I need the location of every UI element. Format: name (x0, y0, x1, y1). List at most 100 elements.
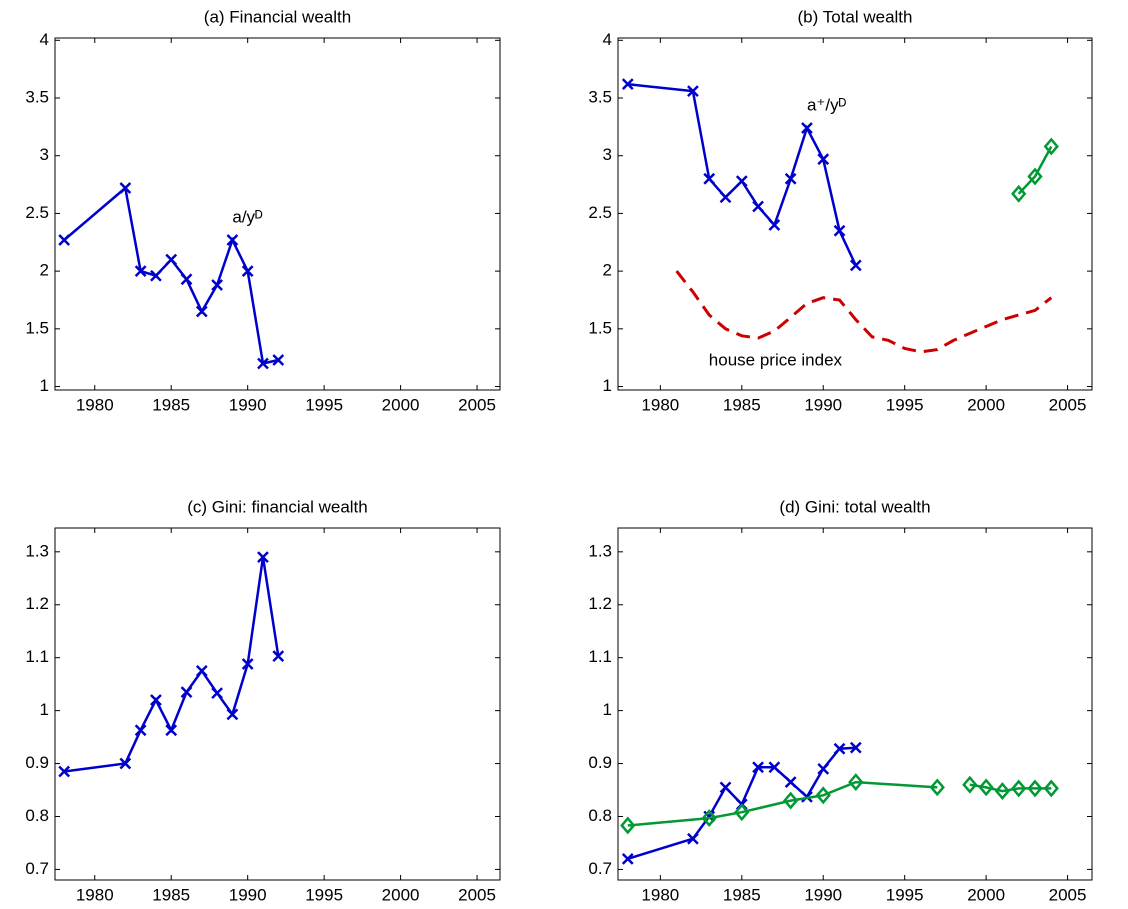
point-marker (241, 658, 254, 670)
point-marker (962, 775, 978, 794)
point-marker (241, 265, 254, 278)
x-tick-label: 1995 (305, 885, 343, 904)
x-tick-label: 2005 (458, 885, 496, 904)
point-marker (119, 757, 132, 770)
point-marker (849, 741, 862, 754)
y-tick-label: 0.9 (588, 753, 612, 772)
y-tick-label: 2 (40, 261, 49, 280)
point-marker (150, 694, 162, 706)
point-marker (768, 761, 781, 774)
point-marker (620, 816, 636, 835)
y-tick-label: 4 (40, 30, 49, 49)
annotation: a⁺/yᴰ (807, 96, 847, 115)
point-marker (701, 809, 717, 827)
axes-frame (54, 527, 501, 881)
point-marker (211, 687, 223, 700)
panel-title: (d) Gini: total wealth (779, 497, 930, 516)
point-marker (621, 852, 634, 865)
x-tick-label: 1980 (641, 395, 679, 414)
series-line (627, 780, 1052, 827)
x-tick-label: 1990 (229, 885, 267, 904)
point-marker (226, 234, 239, 246)
x-tick-label: 1990 (229, 395, 267, 414)
point-marker (195, 665, 208, 677)
series-line (675, 270, 1053, 354)
annotation: house price index (709, 351, 843, 370)
point-marker (180, 686, 193, 698)
annotation: a/yᴰ (232, 207, 263, 226)
point-marker (687, 85, 699, 97)
point-marker (195, 305, 208, 318)
y-tick-label: 3.5 (25, 87, 49, 106)
point-marker (1027, 779, 1043, 798)
x-tick-label: 1985 (152, 885, 190, 904)
point-marker (848, 773, 864, 791)
point-marker (735, 175, 748, 187)
y-tick-label: 1 (603, 700, 612, 719)
point-marker (719, 781, 732, 794)
panel-title: (c) Gini: financial wealth (187, 497, 367, 516)
point-marker (1043, 137, 1059, 156)
x-tick-label: 1995 (305, 395, 343, 414)
x-tick-label: 2000 (967, 395, 1005, 414)
y-tick-label: 2.5 (25, 203, 49, 222)
point-marker (257, 551, 269, 563)
point-marker (165, 724, 178, 737)
point-marker (768, 219, 781, 231)
point-marker (165, 253, 178, 266)
panel: (c) Gini: financial wealth 0.7 0.8 0.9 1 1.1 1… (25, 497, 501, 904)
x-tick-label: 1995 (886, 885, 924, 904)
point-marker (1027, 167, 1043, 186)
panel: (b) Total wealth 1 1.5 2 2.5 3 3.5 4 1980 1985 199… (588, 7, 1093, 414)
point-marker (150, 269, 162, 282)
x-tick-label: 1980 (76, 885, 114, 904)
y-tick-label: 1.3 (25, 541, 49, 560)
x-tick-label: 2000 (967, 885, 1005, 904)
x-tick-label: 2000 (382, 395, 420, 414)
point-marker (1011, 779, 1027, 798)
point-marker (687, 832, 699, 845)
y-tick-label: 0.7 (25, 859, 49, 878)
x-tick-label: 2005 (1049, 395, 1087, 414)
point-marker (272, 650, 285, 662)
x-tick-label: 1990 (804, 885, 842, 904)
point-marker (58, 234, 71, 246)
y-tick-label: 4 (603, 30, 612, 49)
point-marker (226, 708, 239, 721)
x-tick-label: 1980 (641, 885, 679, 904)
point-marker (180, 273, 193, 286)
series-line (64, 556, 280, 773)
point-marker (1011, 184, 1027, 203)
point-marker (719, 191, 732, 204)
y-tick-label: 1.3 (588, 541, 612, 560)
x-tick-label: 1985 (723, 885, 761, 904)
y-tick-label: 1.5 (25, 318, 49, 337)
point-marker (833, 224, 846, 237)
y-tick-label: 1.5 (588, 318, 612, 337)
x-tick-label: 2000 (382, 885, 420, 904)
x-tick-label: 1995 (886, 395, 924, 414)
y-tick-label: 1 (40, 376, 49, 395)
point-marker (119, 182, 132, 194)
point-marker (734, 803, 750, 822)
point-marker (833, 742, 846, 755)
x-tick-label: 1990 (804, 395, 842, 414)
panel: (a) Financial wealth 1 1.5 2 2.5 3 3.5 4 1980 198… (25, 7, 501, 414)
x-tick-label: 1985 (152, 395, 190, 414)
y-tick-label: 1.1 (588, 647, 612, 666)
y-tick-label: 0.9 (25, 753, 49, 772)
y-tick-label: 0.7 (588, 859, 612, 878)
x-tick-label: 2005 (458, 395, 496, 414)
y-tick-label: 1.2 (25, 594, 49, 613)
y-tick-label: 1 (603, 376, 612, 395)
y-tick-label: 3 (40, 145, 49, 164)
point-marker (784, 172, 797, 185)
y-tick-label: 3 (603, 145, 612, 164)
point-marker (849, 259, 862, 272)
point-marker (703, 172, 716, 185)
point-marker (801, 122, 813, 134)
y-tick-label: 1.1 (25, 647, 49, 666)
y-tick-label: 0.8 (588, 806, 612, 825)
panel-title: (a) Financial wealth (204, 7, 351, 26)
point-marker (817, 153, 830, 166)
